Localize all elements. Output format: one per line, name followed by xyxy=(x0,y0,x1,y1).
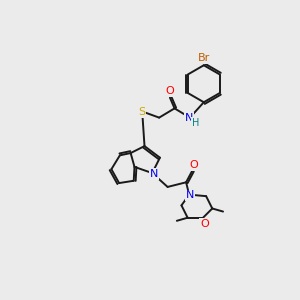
Text: N: N xyxy=(186,190,194,200)
Text: Br: Br xyxy=(198,53,210,63)
Text: N: N xyxy=(150,169,158,179)
Text: O: O xyxy=(166,86,174,96)
Text: O: O xyxy=(200,219,209,229)
Text: N: N xyxy=(185,112,194,123)
Text: O: O xyxy=(189,160,198,170)
Text: H: H xyxy=(192,118,199,128)
Text: S: S xyxy=(138,107,145,117)
